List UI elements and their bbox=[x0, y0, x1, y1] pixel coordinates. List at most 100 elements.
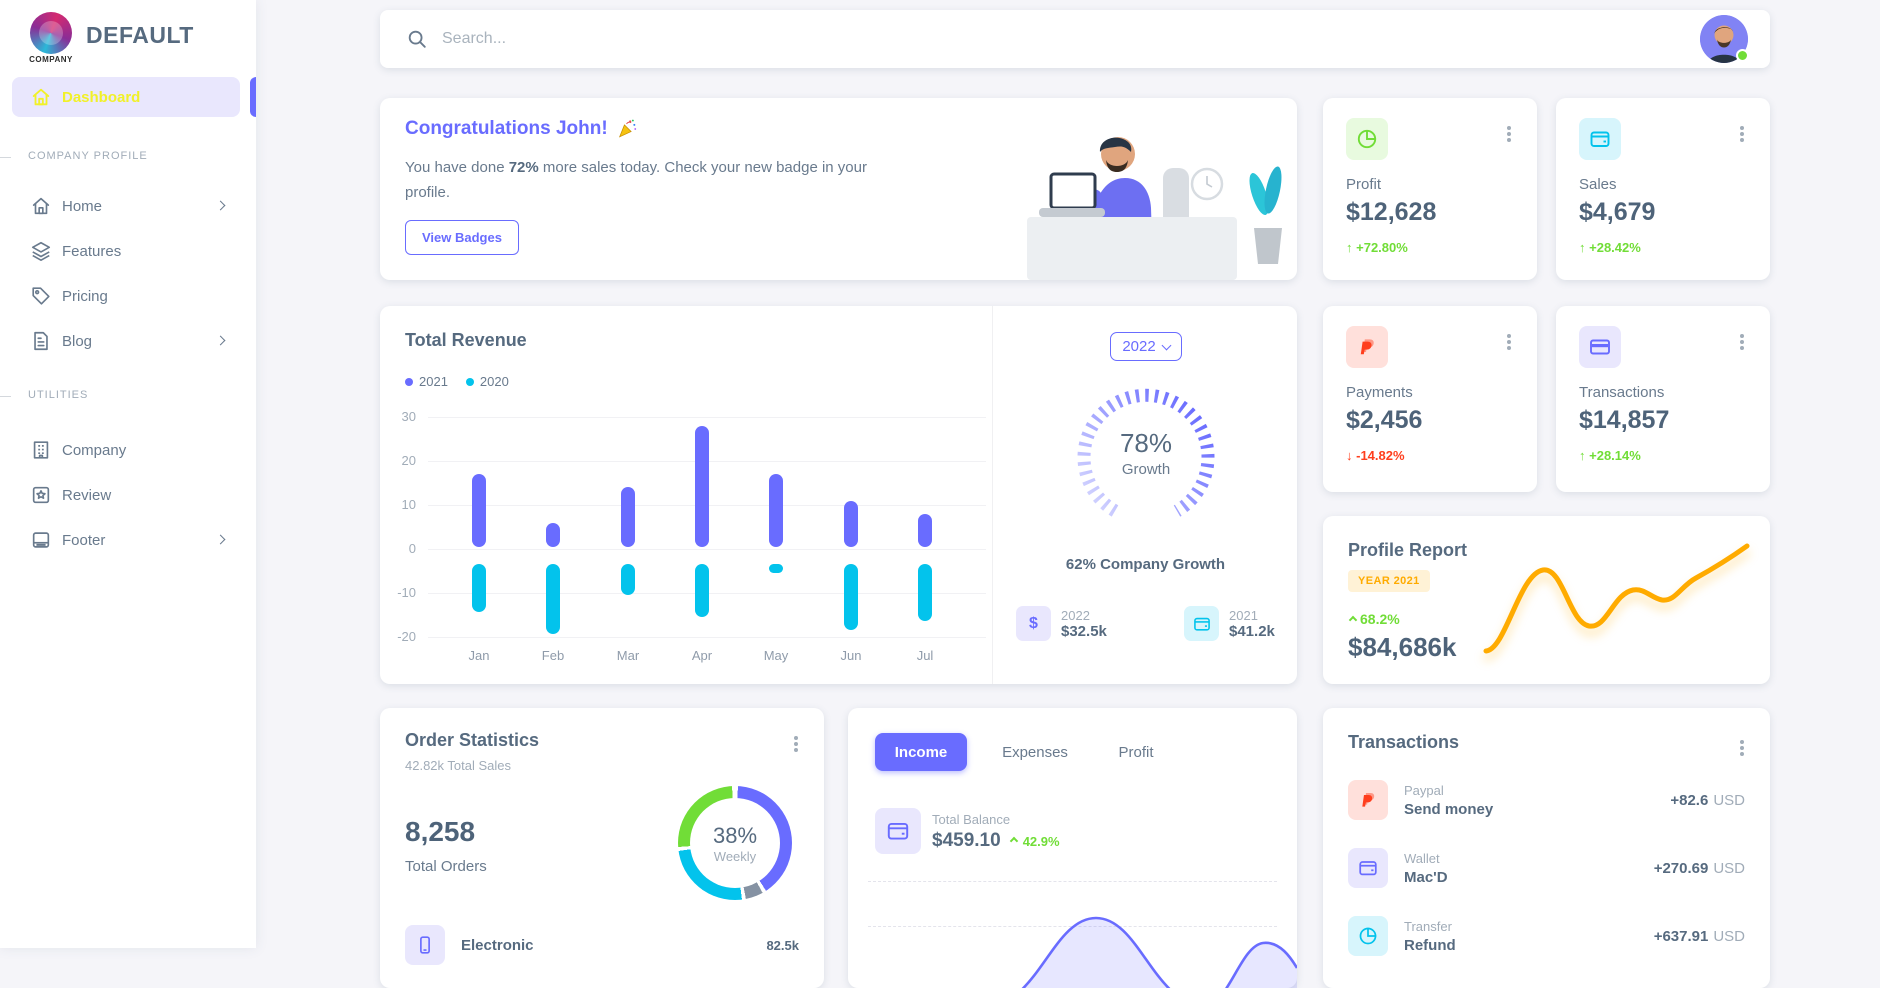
y-tick: 20 bbox=[401, 453, 416, 468]
x-label: Apr bbox=[691, 648, 713, 663]
mobile-icon bbox=[405, 925, 445, 965]
chevron-right-icon bbox=[215, 335, 226, 346]
sidebar-item-pricing[interactable]: Pricing bbox=[12, 276, 240, 316]
user-avatar[interactable] bbox=[1700, 15, 1748, 63]
search-icon bbox=[406, 28, 428, 50]
sidebar-item-blog[interactable]: Blog bbox=[12, 321, 240, 361]
sidebar-item-features[interactable]: Features bbox=[12, 231, 240, 271]
gridline bbox=[428, 549, 986, 550]
legend-dot-icon bbox=[405, 377, 413, 386]
gridline bbox=[428, 417, 986, 418]
transaction-type: Transfer bbox=[1404, 918, 1452, 934]
x-label: Jan bbox=[468, 648, 490, 663]
kebab-menu-icon[interactable] bbox=[1740, 746, 1744, 750]
sidebar-item-footer[interactable]: Footer bbox=[12, 520, 240, 560]
kebab-menu-icon[interactable] bbox=[794, 742, 798, 746]
sidebar-item-label: Features bbox=[62, 242, 122, 260]
year-select-value: 2022 bbox=[1122, 338, 1156, 355]
revenue-bar-2021 bbox=[918, 513, 932, 547]
donut-center: 38% Weekly bbox=[690, 798, 780, 888]
building-icon bbox=[30, 439, 52, 461]
total-revenue-card: Total Revenue 2021 2020 30 20 10 0 -10 -… bbox=[380, 306, 1297, 684]
transactions-title: Transactions bbox=[1348, 732, 1460, 752]
company-growth-caption: 62% Company Growth bbox=[1065, 556, 1226, 573]
congrats-body: You have done 72% more sales today. Chec… bbox=[405, 155, 885, 205]
home-icon bbox=[30, 86, 52, 108]
amount-value: +82.6 bbox=[1670, 791, 1709, 809]
search-input[interactable] bbox=[442, 30, 1342, 48]
chevron-up-icon bbox=[1009, 836, 1018, 845]
sidebar-item-label: Blog bbox=[62, 332, 93, 350]
online-status-dot bbox=[1736, 49, 1749, 62]
view-badges-button[interactable]: View Badges bbox=[405, 220, 519, 255]
payments-stat-card: Payments $2,456 -14.82% bbox=[1323, 306, 1537, 492]
transactions-stat-card: Transactions $14,857 +28.14% bbox=[1556, 306, 1770, 492]
total-balance-delta: 42.9% bbox=[1022, 833, 1060, 849]
transaction-type: Paypal bbox=[1404, 782, 1444, 798]
weekly-donut-chart: 38% Weekly bbox=[678, 786, 792, 900]
donut-label: Weekly bbox=[713, 848, 757, 864]
layout-footer-icon bbox=[30, 529, 52, 551]
donut-value: 38% bbox=[712, 822, 758, 848]
revenue-bar-2021 bbox=[844, 500, 858, 547]
kebab-menu-icon[interactable] bbox=[1507, 132, 1511, 136]
profit-stat-card: Profit $12,628 +72.80% bbox=[1323, 98, 1537, 280]
sidebar-item-review[interactable]: Review bbox=[12, 475, 240, 515]
total-balance-value: $459.10 bbox=[932, 830, 1001, 851]
year-badge: YEAR 2021 bbox=[1348, 570, 1430, 592]
stat-label: Transactions bbox=[1579, 384, 1665, 401]
chart-title: Total Revenue bbox=[405, 330, 527, 350]
transaction-amount: +270.69 USD bbox=[1654, 860, 1745, 877]
y-tick: -10 bbox=[397, 585, 416, 600]
section-header-company-profile: COMPANY PROFILE bbox=[0, 150, 256, 162]
sales-stat-card: Sales $4,679 +28.42% bbox=[1556, 98, 1770, 280]
kebab-menu-icon[interactable] bbox=[1740, 340, 1744, 344]
sidebar-item-dashboard[interactable]: Dashboard bbox=[12, 77, 240, 117]
profile-report-line-chart bbox=[1483, 543, 1750, 654]
x-label: Jul bbox=[916, 648, 934, 663]
order-category-row: Electronic 82.5k bbox=[405, 925, 799, 965]
stat-delta: +28.14% bbox=[1579, 448, 1641, 463]
congrats-title-text: Congratulations John! bbox=[405, 118, 608, 139]
profile-report-title: Profile Report bbox=[1348, 540, 1468, 560]
gauge-center: 78% Growth bbox=[1061, 428, 1231, 478]
y-tick: -20 bbox=[397, 629, 416, 644]
tab-expenses[interactable]: Expenses bbox=[980, 733, 1090, 771]
sidebar-item-label: Footer bbox=[62, 531, 106, 549]
tag-icon bbox=[30, 285, 52, 307]
transaction-type: Wallet bbox=[1404, 850, 1440, 866]
x-label: May bbox=[763, 648, 789, 663]
year-select-button[interactable]: 2022 bbox=[1110, 332, 1182, 361]
gridline bbox=[868, 881, 1277, 882]
revenue-bar-2021 bbox=[546, 522, 560, 547]
kebab-menu-icon[interactable] bbox=[1507, 340, 1511, 344]
transaction-name: Mac'D bbox=[1404, 868, 1448, 886]
revenue-bar-2020 bbox=[769, 564, 783, 573]
sidebar-item-home[interactable]: Home bbox=[12, 186, 240, 226]
revenue-bar-2020 bbox=[472, 564, 486, 613]
stat-delta: -14.82% bbox=[1346, 448, 1404, 463]
chevron-down-icon bbox=[1161, 340, 1172, 350]
company-logo-icon[interactable] bbox=[30, 12, 72, 54]
amount-currency: USD bbox=[1713, 859, 1745, 877]
kebab-menu-icon[interactable] bbox=[1740, 132, 1744, 136]
sidebar-item-company[interactable]: Company bbox=[12, 430, 240, 470]
app-title: DEFAULT bbox=[86, 22, 194, 48]
search-bar bbox=[380, 10, 1770, 68]
amount-currency: USD bbox=[1713, 927, 1745, 945]
gridline bbox=[428, 637, 986, 638]
section-header-utilities: UTILITIES bbox=[0, 389, 256, 401]
revenue-bar-2020 bbox=[844, 564, 858, 630]
revenue-bar-2020 bbox=[546, 564, 560, 635]
income-expenses-card: Income Expenses Profit Total Balance $45… bbox=[848, 708, 1297, 988]
tab-profit[interactable]: Profit bbox=[1096, 733, 1176, 771]
stat-value: $2,456 bbox=[1346, 406, 1423, 434]
profile-report-delta: 68.2% bbox=[1348, 611, 1400, 627]
tab-income[interactable]: Income bbox=[875, 733, 967, 771]
stat-delta: +72.80% bbox=[1346, 240, 1408, 255]
legend-2020: 2020 bbox=[465, 374, 509, 389]
transactions-card: Transactions Paypal Send money +82.6 USD … bbox=[1323, 708, 1770, 988]
sidebar: COMPANY DEFAULT Dashboard COMPANY PROFIL… bbox=[0, 0, 256, 948]
sidebar-item-label: Dashboard bbox=[62, 88, 141, 106]
amount-value: +637.91 bbox=[1653, 927, 1709, 945]
